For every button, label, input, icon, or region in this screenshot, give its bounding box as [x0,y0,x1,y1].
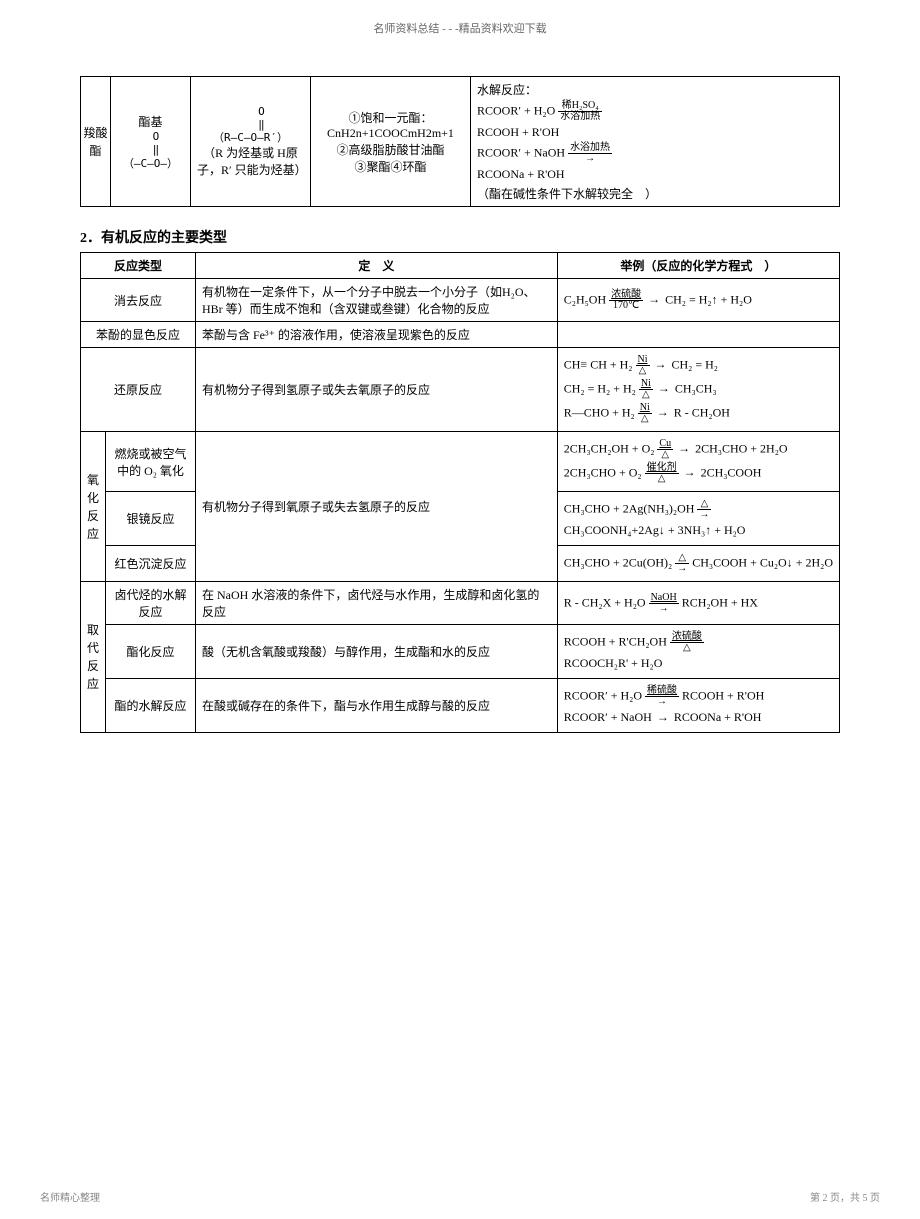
reaction-type: 消去反应 [81,279,196,322]
reaction-subtype: 酯化反应 [106,625,196,679]
footer-right: 第 2 页，共 5 页 [810,1189,880,1204]
equation: C₂H₅OH 浓硫酸 170℃ → CH₂ = H₂↑ + H₂O [564,290,833,311]
equation: CH≡ CH + H₂ Ni△ → CH₂ = H₂ [564,355,833,376]
reaction-example [557,322,839,348]
equation: CH₃CHO + 2Cu(OH)₂ △→ CH₃COOH + Cu₂O↓ + 2… [564,553,833,574]
equation: 2CH₃CHO + O₂ 催化剂△ → 2CH₃COOH [564,463,833,484]
reaction-example: CH₃CHO + 2Ag(NH₃)₂OH △→ CH₃COONH₄+2Ag↓ +… [557,492,839,546]
reaction-type: 苯酚的显色反应 [81,322,196,348]
reaction-subtype: 银镜反应 [106,492,196,546]
category-label: 羧酸酯 [83,126,107,158]
group-cell: 酯基 O ‖ （—C—O—） [111,77,191,207]
header-example: 举例（反应的化学方程式 ） [557,253,839,279]
reaction-category: 取代反应 [81,582,106,733]
reaction-def: 在 NaOH 水溶液的条件下，卤代烃与水作用，生成醇和卤化氢的反应 [196,582,558,625]
document-page: 名师资料总结 - - -精品资料欢迎下载 羧酸酯 酯基 O ‖ （—C—O—） … [0,0,920,1219]
equation: R - CH₂X + H₂O NaOH→ RCH₂OH + HX [564,593,833,614]
table-row: 还原反应 有机物分子得到氢原子或失去氧原子的反应 CH≡ CH + H₂ Ni△… [81,348,840,432]
section-title: 2．有机反应的主要类型 [80,227,840,247]
types-cell: ①饱和一元酯： CnH2n+1COOCmH2m+1 ②高级脂肪酸甘油酯 ③聚酯④… [311,77,471,207]
equation-result: RCOOH + R'OH [477,125,833,140]
equation: RCOOR′ + NaOH 水浴加热 → [477,143,833,164]
reaction-def: 在酸或碱存在的条件下，酯与水作用生成醇与酸的反应 [196,679,558,733]
equation-result: RCOONa + R'OH [477,167,833,182]
table-row: 取代反应 卤代烃的水解反应 在 NaOH 水溶液的条件下，卤代烃与水作用，生成醇… [81,582,840,625]
structure-cell: O ‖ （R—C—O—R′） （R 为烃基或 H原子，R′ 只能为烃基） [191,77,311,207]
structure-note: （R 为烃基或 H原子，R′ 只能为烃基） [197,144,304,178]
structure-formula: O ‖ （R—C—O—R′） [197,105,304,145]
type-line: ②高级脂肪酸甘油酯 [317,141,464,158]
reaction-example: RCOOH + R'CH₂OH 浓硫酸△ RCOOCH₂R' + H₂O [557,625,839,679]
equation: RCOOR′ + NaOH → RCOONa + R'OH [564,710,833,725]
reaction-example: RCOOR′ + H₂O 稀硫酸→ RCOOH + R'OH RCOOR′ + … [557,679,839,733]
type-line: CnH2n+1COOCmH2m+1 [317,126,464,141]
equation: RCOOR′ + H₂O 稀H₂SO₄ 水浴加热 [477,101,833,122]
arrow-condition: 稀H₂SO₄ 水浴加热 [558,101,602,122]
reaction-subtype: 卤代烃的水解反应 [106,582,196,625]
arrow-condition: 浓硫酸 170℃ [609,290,643,311]
table-row: 消去反应 有机物在一定条件下，从一个分子中脱去一个小分子（如H₂O、HBr 等）… [81,279,840,322]
equation-result: CH₃COONH₄+2Ag↓ + 3NH₃↑ + H₂O [564,523,833,538]
reaction-def: 有机物在一定条件下，从一个分子中脱去一个小分子（如H₂O、HBr 等）而生成不饱… [196,279,558,322]
reaction-type: 还原反应 [81,348,196,432]
equation: CH₃CHO + 2Ag(NH₃)₂OH △→ [564,499,833,520]
type-line: ①饱和一元酯： [317,109,464,126]
table-row: 酯化反应 酸（无机含氧酸或羧酸）与醇作用，生成酯和水的反应 RCOOH + R'… [81,625,840,679]
reactions-cell: 水解反应： RCOOR′ + H₂O 稀H₂SO₄ 水浴加热 RCOOH + R… [471,77,840,207]
reaction-subtype: 酯的水解反应 [106,679,196,733]
page-header: 名师资料总结 - - -精品资料欢迎下载 [80,20,840,36]
reaction-example: CH≡ CH + H₂ Ni△ → CH₂ = H₂ CH₂ = H₂ + H₂… [557,348,839,432]
reaction-title: 水解反应： [477,81,833,98]
table-row: 苯酚的显色反应 苯酚与含 Fe³⁺ 的溶液作用，使溶液呈现紫色的反应 [81,322,840,348]
reaction-def: 酸（无机含氧酸或羧酸）与醇作用，生成酯和水的反应 [196,625,558,679]
type-line: ③聚酯④环酯 [317,158,464,175]
equation-result: RCOOCH₂R' + H₂O [564,656,833,671]
table-row: 酯的水解反应 在酸或碱存在的条件下，酯与水作用生成醇与酸的反应 RCOOR′ +… [81,679,840,733]
reaction-subtype: 红色沉淀反应 [106,546,196,582]
row-category: 羧酸酯 [81,77,111,207]
arrow-condition: 水浴加热 → [568,143,612,164]
reaction-types-table: 反应类型 定 义 举例（反应的化学方程式 ） 消去反应 有机物在一定条件下，从一… [80,252,840,733]
reaction-subtype: 燃烧或被空气中的 O₂ 氧化 [106,432,196,492]
equation: RCOOH + R'CH₂OH 浓硫酸△ [564,632,833,653]
reaction-note: （酯在碱性条件下水解较完全 ） [477,185,833,202]
reaction-example: 2CH₃CH₂OH + O₂ Cu△ → 2CH₃CHO + 2H₂O 2CH₃… [557,432,839,492]
equation: R—CHO + H₂ Ni△ → R - CH₂OH [564,403,833,424]
table-header-row: 反应类型 定 义 举例（反应的化学方程式 ） [81,253,840,279]
equation: 2CH₃CH₂OH + O₂ Cu△ → 2CH₃CHO + 2H₂O [564,439,833,460]
reaction-def: 有机物分子得到氢原子或失去氧原子的反应 [196,348,558,432]
reaction-example: CH₃CHO + 2Cu(OH)₂ △→ CH₃COOH + Cu₂O↓ + 2… [557,546,839,582]
header-def: 定 义 [196,253,558,279]
group-formula: O ‖ （—C—O—） [117,130,184,170]
equation: CH₂ = H₂ + H₂ Ni△ → CH₃CH₃ [564,379,833,400]
footer-left: 名师精心整理 [40,1189,100,1204]
reaction-def: 苯酚与含 Fe³⁺ 的溶液作用，使溶液呈现紫色的反应 [196,322,558,348]
ester-table: 羧酸酯 酯基 O ‖ （—C—O—） O ‖ （R—C—O—R′） （R 为烃基… [80,76,840,207]
reaction-category: 氧化反应 [81,432,106,582]
group-name: 酯基 [117,113,184,130]
reaction-example: C₂H₅OH 浓硫酸 170℃ → CH₂ = H₂↑ + H₂O [557,279,839,322]
table-row: 氧化反应 燃烧或被空气中的 O₂ 氧化 有机物分子得到氧原子或失去氢原子的反应 … [81,432,840,492]
equation: RCOOR′ + H₂O 稀硫酸→ RCOOH + R'OH [564,686,833,707]
reaction-def: 有机物分子得到氧原子或失去氢原子的反应 [196,432,558,582]
reaction-example: R - CH₂X + H₂O NaOH→ RCH₂OH + HX [557,582,839,625]
header-type: 反应类型 [81,253,196,279]
